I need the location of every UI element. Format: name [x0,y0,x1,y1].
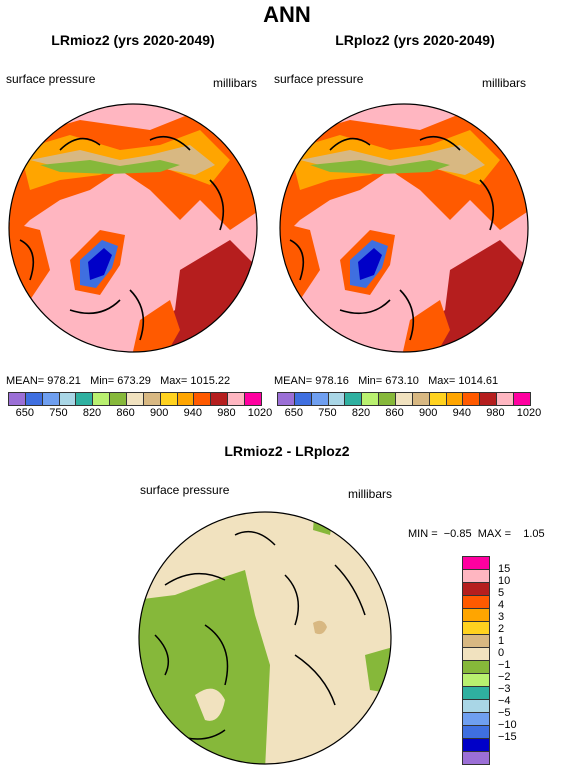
colorbar-swatch [194,393,212,405]
colorbar-swatch [429,393,447,405]
colorbar-tick-label: 940 [183,407,202,419]
colorbar-tick-label: 750 [49,407,68,419]
legend-swatch [462,699,490,712]
colorbar-swatch [412,393,430,405]
right-stats: MEAN= 978.16 Min= 673.10 Max= 1014.61 [274,375,499,387]
colorbar-swatch [294,393,312,405]
colorbar-tick-label: 980 [486,407,505,419]
legend-tick-label: −10 [498,719,517,731]
legend-tick-label: 2 [498,623,505,635]
colorbar-swatch [245,393,261,405]
right-variable-label: surface pressure [274,72,364,86]
colorbar-swatch [278,393,295,405]
legend-tick-label: −15 [498,731,517,743]
legend-tick-label: −4 [498,695,511,707]
colorbar-tick-label: 650 [284,407,303,419]
colorbar-tick-label: 820 [351,407,371,419]
legend-tick-label: 15 [498,563,511,575]
left-variable-label: surface pressure [6,72,96,86]
colorbar-swatch [127,393,144,405]
legend-tick-label: 0 [498,647,505,659]
left-units-label: millibars [213,76,258,90]
left-stats: MEAN= 978.21 Min= 673.29 Max= 1015.22 [6,375,231,387]
colorbar-tick-label: 860 [385,407,404,419]
legend-swatch [462,673,490,686]
colorbar-swatch [143,393,161,405]
colorbar-tick-label: 650 [15,407,34,419]
legend-swatch [462,608,490,621]
colorbar-tick-label: 1020 [516,407,542,419]
legend-tick-label: 1 [498,635,505,647]
colorbar-swatch [514,393,530,405]
colorbar-swatch [480,393,498,405]
diff-panel-title: LRmioz2 - LRploz2 [224,443,350,459]
colorbar-swatch [25,393,43,405]
legend-swatch [462,621,490,634]
colorbar-swatch [463,393,481,405]
colorbar-swatch [396,393,413,405]
legend-swatch [462,725,490,738]
colorbar-tick-label: 820 [82,407,102,419]
colorbar-swatch [9,393,26,405]
left-panel-title: LRmioz2 (yrs 2020-2049) [51,32,215,48]
colorbar-tick-label: 980 [217,407,236,419]
diff-polar-map [138,511,392,765]
colorbar-swatch [211,393,229,405]
colorbar-tick-label: 900 [150,407,169,419]
colorbar-tick-label: 1020 [247,407,273,419]
colorbar-tick-label: 860 [116,407,135,419]
colorbar-swatch [93,393,111,405]
colorbar-tick-label: 940 [452,407,471,419]
colorbar-swatch [110,393,128,405]
colorbar-swatch [76,393,94,405]
left-colorbar [8,392,262,406]
colorbar-swatch [497,393,515,405]
legend-swatch [462,738,490,751]
colorbar-swatch [228,393,246,405]
legend-tick-label: −5 [498,707,511,719]
legend-swatch [462,569,490,582]
colorbar-tick-label: 900 [419,407,438,419]
colorbar-swatch [42,393,60,405]
diff-variable-label: surface pressure [140,483,230,497]
legend-tick-label: 3 [498,611,505,623]
legend-tick-label: 10 [498,575,511,587]
legend-swatch [462,647,490,660]
right-units-label: millibars [482,76,527,90]
legend-tick-label: −1 [498,659,511,671]
right-panel-title: LRploz2 (yrs 2020-2049) [335,32,495,48]
legend-swatch [462,751,490,765]
legend-swatch [462,712,490,725]
legend-swatch [462,686,490,699]
legend-swatch [462,595,490,608]
colorbar-swatch [379,393,397,405]
colorbar-swatch [160,393,178,405]
colorbar-swatch [59,393,77,405]
right-polar-map [279,103,529,353]
colorbar-swatch [328,393,346,405]
diff-units-label: millibars [348,487,393,501]
legend-swatch [462,634,490,647]
colorbar-swatch [177,393,195,405]
legend-swatch [462,582,490,595]
right-colorbar [277,392,531,406]
colorbar-swatch [311,393,329,405]
legend-tick-label: 4 [498,599,505,611]
figure-title: ANN [263,2,311,27]
colorbar-swatch [446,393,464,405]
legend-swatch [462,660,490,673]
legend-tick-label: −2 [498,671,511,683]
diff-stats: MIN = −0.85 MAX = 1.05 [408,528,545,540]
legend-swatch [462,556,490,569]
legend-tick-label: 5 [498,587,505,599]
left-polar-map [8,103,258,353]
legend-tick-label: −3 [498,683,511,695]
colorbar-tick-label: 750 [318,407,337,419]
colorbar-swatch [362,393,380,405]
diff-legend [462,556,490,765]
colorbar-swatch [345,393,363,405]
